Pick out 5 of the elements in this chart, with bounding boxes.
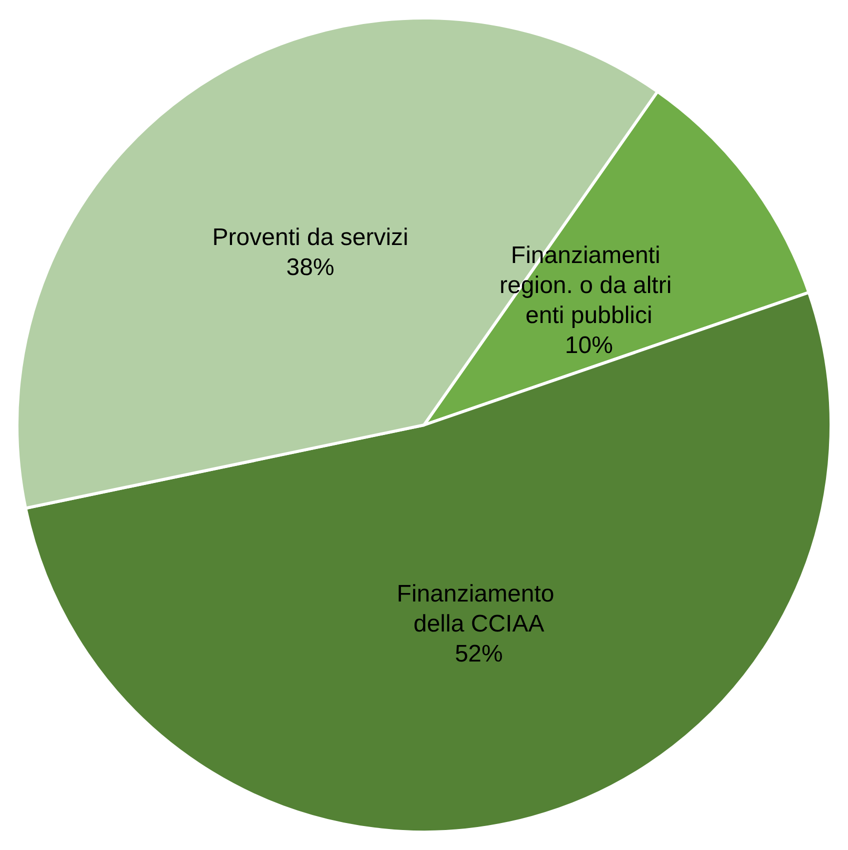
- data-label: 38%: [286, 254, 334, 282]
- data-label: 52%: [454, 640, 503, 668]
- slice-label: Finanziamento della CCIAA: [396, 580, 561, 638]
- data-label: 10%: [564, 332, 613, 360]
- slice-label: Proventi da servizi: [212, 224, 408, 252]
